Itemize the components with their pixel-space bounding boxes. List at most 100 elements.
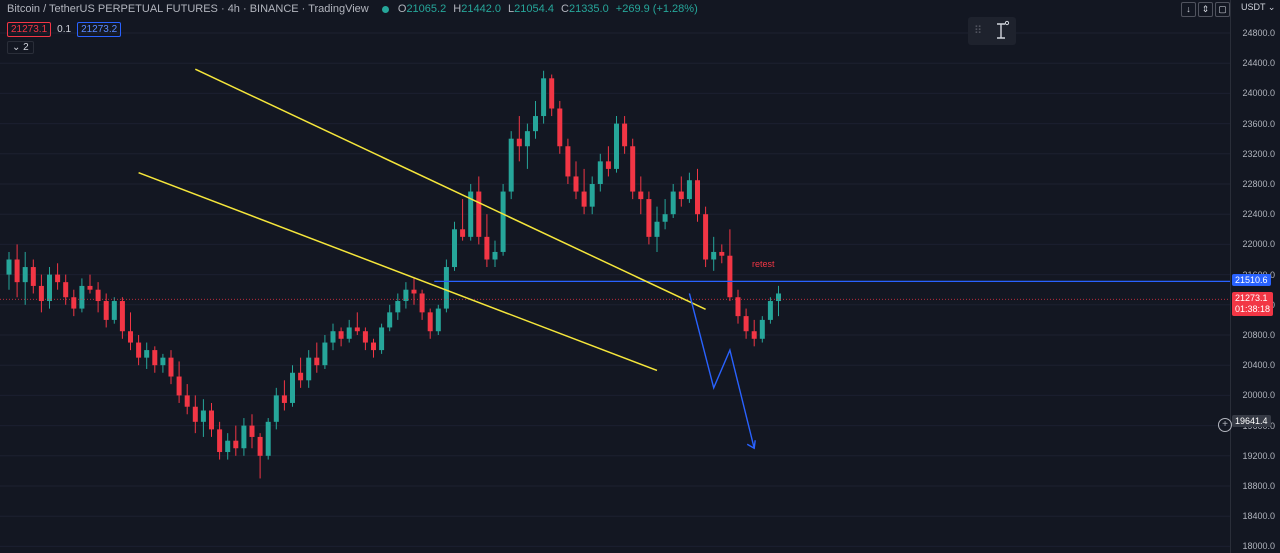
candle-body (387, 312, 393, 328)
candle-body (290, 372, 295, 403)
candle-body (306, 357, 312, 381)
candle-body (662, 214, 668, 222)
candle-body (63, 282, 69, 298)
candle-body (476, 191, 482, 237)
candle-body (322, 342, 328, 366)
currency-label: USDT (1241, 2, 1266, 12)
ohlc-close: 21335.0 (568, 3, 609, 15)
interval-label[interactable]: 4h (227, 3, 240, 15)
chevron-down-icon: ⌄ (12, 42, 21, 53)
price-tick-label: 24800.0 (1242, 28, 1275, 38)
candle-body (605, 161, 611, 169)
candle-body (735, 297, 741, 317)
price-tick-label: 18400.0 (1242, 511, 1275, 522)
indicators-collapse-button[interactable]: ⌄ 2 (7, 41, 34, 54)
retest-annotation[interactable]: retest (752, 259, 775, 269)
candle-body (30, 267, 36, 286)
drawing-toolbar[interactable]: ⠿ (968, 17, 1016, 45)
candle-body (71, 297, 77, 309)
candle-body (460, 229, 466, 237)
candle-body (703, 214, 709, 260)
spread-label: 0.1 (57, 24, 72, 35)
candle-body (330, 331, 336, 343)
candle-body (233, 440, 239, 449)
candle-body (192, 406, 198, 422)
price-tick-label: 22400.0 (1242, 209, 1275, 220)
candle-body (403, 289, 409, 302)
add-alert-icon[interactable]: + (1218, 418, 1232, 432)
candle-body (638, 191, 644, 200)
candle-body (152, 350, 158, 366)
current-price-value: 21273.1 (1235, 293, 1268, 304)
candle-body (314, 357, 320, 366)
candle-body (533, 116, 538, 132)
price-tick-label: 19200.0 (1242, 450, 1275, 461)
horizontal-line-price-label: 21510.6 (1232, 274, 1271, 287)
buy-price-button[interactable]: 21273.2 (77, 22, 122, 37)
currency-selector[interactable]: USDT ⌄ (1241, 2, 1276, 12)
candle-body (95, 289, 101, 302)
candle-body (573, 176, 579, 192)
candle-body (176, 376, 182, 396)
candle-body (22, 267, 28, 283)
symbol-title[interactable]: Bitcoin / TetherUS PERPETUAL FUTURES (7, 3, 218, 15)
candle-body (160, 357, 166, 366)
market-status-icon (381, 5, 389, 13)
price-tick-label: 20000.0 (1242, 390, 1275, 401)
candle-body (759, 319, 765, 339)
candle-body (411, 289, 417, 294)
candle-body (549, 78, 555, 109)
candle-body (257, 436, 263, 456)
candle-body (614, 123, 619, 169)
candle-body (484, 236, 490, 260)
candle-body (6, 259, 12, 275)
candle-body (776, 293, 781, 302)
bar-countdown: 01:38:18 (1235, 304, 1271, 315)
candle-body (38, 285, 44, 302)
price-chart[interactable] (0, 0, 1230, 553)
exchange-label: BINANCE (249, 3, 299, 15)
candle-body (265, 421, 271, 456)
candle-body (103, 301, 109, 320)
candle-body (751, 331, 757, 339)
candle-body (354, 327, 360, 332)
candle-body (516, 138, 522, 147)
candle-body (184, 395, 190, 407)
candle-body (87, 285, 93, 290)
candle-body (630, 146, 636, 192)
chart-legend: Bitcoin / TetherUS PERPETUAL FUTURES · 4… (7, 3, 698, 15)
candle-body (55, 274, 61, 283)
current-price-label: 21273.1 01:38:18 (1232, 292, 1274, 317)
candle-body (743, 316, 749, 332)
candle-body (47, 274, 52, 302)
price-tick-label: 20400.0 (1242, 360, 1275, 371)
candle-body (767, 301, 773, 320)
fullscreen-icon[interactable]: ▢ (1215, 2, 1230, 17)
candle-body (565, 146, 571, 177)
candle-body (654, 221, 660, 237)
candle-body (646, 199, 652, 237)
expand-icon[interactable]: ⇕ (1198, 2, 1213, 17)
candle-body (492, 251, 498, 260)
candle-body (581, 191, 587, 207)
text-cursor-icon[interactable] (992, 20, 1010, 42)
price-tick-label: 18000.0 (1242, 541, 1275, 552)
candle-body (711, 251, 717, 260)
candle-body (362, 331, 368, 343)
drag-handle-icon[interactable]: ⠿ (974, 25, 983, 37)
projection-arrowhead (746, 440, 756, 450)
ohlc-open: 21065.2 (406, 3, 447, 15)
candle-body (541, 78, 547, 117)
crosshair-price-label: 19641.4 (1232, 415, 1271, 428)
candle-body (419, 293, 425, 313)
candle-body (452, 229, 457, 268)
candle-body (338, 331, 344, 339)
candle-body (168, 357, 174, 377)
candle-body (468, 191, 474, 237)
ohlc-low: 21054.4 (514, 3, 554, 15)
sell-price-button[interactable]: 21273.1 (7, 22, 52, 37)
arrow-down-icon[interactable]: ↓ (1181, 2, 1196, 17)
candle-body (727, 255, 733, 298)
ohlc-change: +269.9 (+1.28%) (615, 3, 698, 15)
candle-body (225, 440, 231, 453)
